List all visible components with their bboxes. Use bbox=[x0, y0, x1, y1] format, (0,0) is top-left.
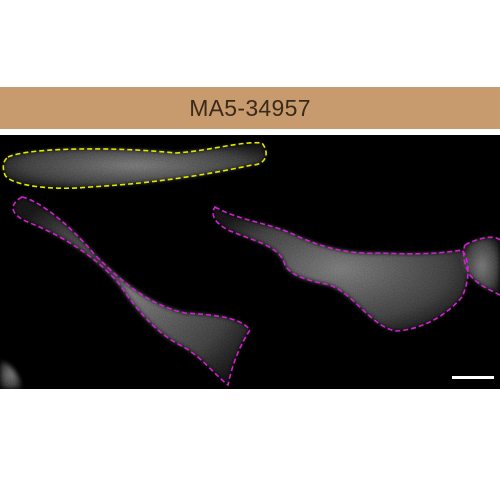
micrograph-svg bbox=[0, 135, 500, 389]
cell-body-right bbox=[213, 207, 468, 331]
outline-yellow bbox=[2, 141, 267, 190]
cell-body-top bbox=[3, 142, 267, 189]
divider-rule bbox=[0, 129, 500, 135]
cell-body-far-right bbox=[463, 237, 500, 295]
cell-body-left bbox=[12, 197, 250, 385]
outline-layer bbox=[2, 141, 500, 387]
micrograph-panel bbox=[0, 135, 500, 389]
cell-edge-bottom-left bbox=[0, 360, 22, 389]
outline-magenta-left bbox=[12, 196, 251, 387]
title-bar: MA5-34957 bbox=[0, 87, 500, 129]
outline-magenta-right bbox=[212, 205, 469, 332]
scale-bar bbox=[452, 376, 494, 379]
outline-magenta-far-right bbox=[462, 236, 500, 296]
figure-title: MA5-34957 bbox=[189, 94, 311, 121]
cell-signal-layer bbox=[0, 142, 500, 389]
